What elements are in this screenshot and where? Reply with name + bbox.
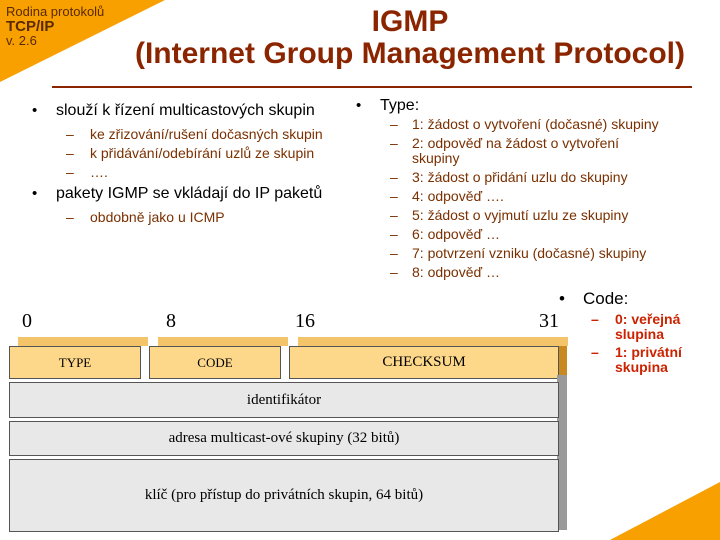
left-bullets: slouží k řízení multicastových skupin ke… [28, 101, 328, 229]
type-heading: Type: [352, 96, 702, 115]
identifier-field: identifikátor [9, 382, 559, 418]
title-rule [52, 86, 692, 88]
bit-label-0: 0 [22, 310, 32, 332]
type-item: 5: žádost o vyjmutí uzlu ze skupiny [352, 208, 702, 224]
bit-label-8: 8 [166, 310, 176, 332]
code-item: 1: privátní skupina [553, 345, 690, 375]
code-field: CODE [149, 346, 281, 379]
rows-side-shadow [557, 375, 567, 530]
bullet-text: pakety IGMP se vkládají do IP paketů [56, 185, 323, 202]
type-field-top [18, 337, 148, 346]
title-line-2: (Internet Group Management Protocol) [134, 37, 686, 71]
type-item: 1: žádost o vytvoření (dočasné) skupiny [352, 117, 702, 133]
code-item: 0: veřejná slupina [553, 312, 690, 342]
corner-decoration-top-left [0, 0, 165, 82]
sub-bullet: k přidávání/odebírání uzlů ze skupin [28, 145, 328, 161]
sub-list: obdobně jako u ICMP [28, 209, 328, 225]
checksum-field-top [298, 337, 568, 346]
type-item: 2: odpověď na žádost o vytvoření skupiny [352, 136, 652, 166]
brand-line-2: TCP/IP [6, 17, 55, 35]
bullet-item: pakety IGMP se vkládají do IP paketů [28, 184, 328, 203]
type-item: 4: odpověď …. [352, 189, 702, 205]
title-line-1: IGMP [371, 5, 449, 38]
brand-line-3: v. 2.6 [6, 33, 37, 49]
bullet-text: slouží k řízení multicastových skupin [56, 102, 315, 119]
brand-block: Rodina protokolů TCP/IP v. 2.6 [6, 5, 104, 48]
code-field-top [158, 337, 288, 346]
type-list: Type: 1: žádost o vytvoření (dočasné) sk… [352, 96, 702, 284]
bullet-item: slouží k řízení multicastových skupin [28, 101, 328, 120]
code-heading: Code: [553, 289, 720, 309]
corner-decoration-bottom-right [610, 482, 720, 540]
sub-list: ke zřizování/rušení dočasných skupin k p… [28, 126, 328, 180]
type-item: 6: odpověď … [352, 227, 702, 243]
checksum-field: CHECKSUM [289, 346, 559, 379]
type-item: 3: žádost o přidání uzlu do skupiny [352, 170, 702, 186]
type-item: 7: potvrzení vzniku (dočasné) skupiny [352, 246, 702, 262]
key-field: klíč (pro přístup do privátních skupin, … [9, 459, 559, 532]
type-item: 8: odpověď … [352, 265, 702, 281]
code-list: Code: 0: veřejná slupina 1: privátní sku… [553, 289, 720, 375]
checksum-field-side [557, 346, 567, 376]
slide-title: IGMP (Internet Group Management Protocol… [100, 5, 720, 71]
brand-line-1: Rodina protokolů [6, 4, 105, 19]
sub-bullet: obdobně jako u ICMP [28, 209, 328, 225]
type-field: TYPE [9, 346, 141, 379]
sub-bullet: …. [28, 164, 328, 180]
bit-label-16: 16 [295, 310, 315, 332]
bit-label-31: 31 [539, 310, 559, 332]
sub-bullet: ke zřizování/rušení dočasných skupin [28, 126, 328, 142]
group-address-field: adresa multicast-ové skupiny (32 bitů) [9, 421, 559, 456]
